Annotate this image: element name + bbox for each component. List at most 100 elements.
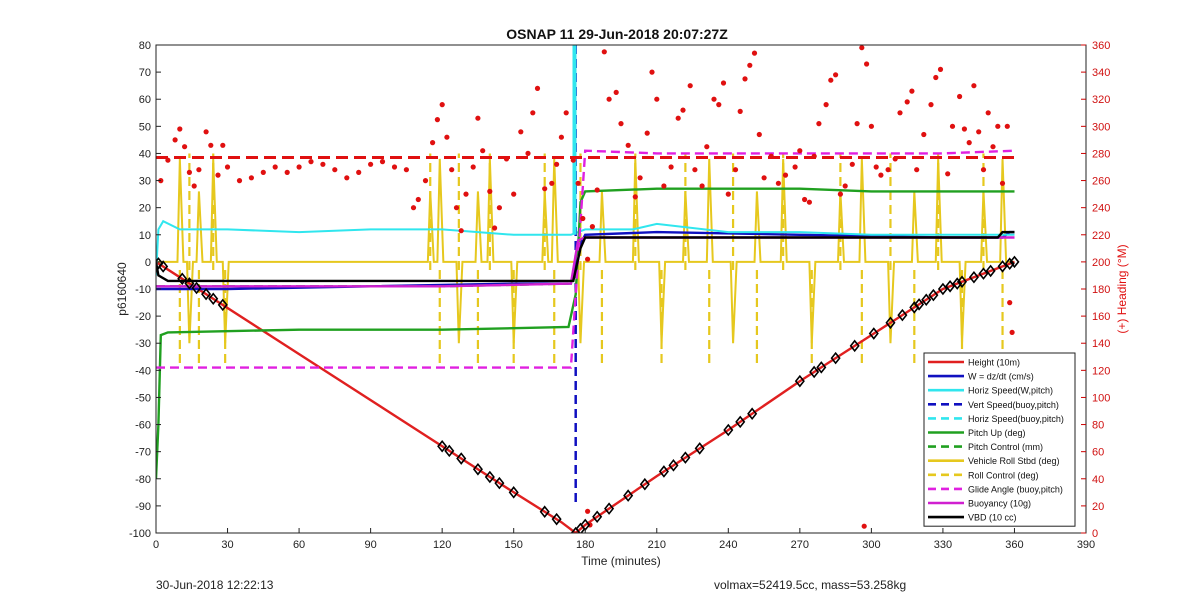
heading-point xyxy=(661,183,667,189)
heading-point xyxy=(575,180,581,186)
heading-point xyxy=(186,169,192,175)
depth-marker xyxy=(508,486,519,499)
heading-point xyxy=(585,508,591,514)
heading-point xyxy=(224,164,231,170)
heading-point xyxy=(182,144,188,150)
legend-label: VBD (10 cc) xyxy=(968,513,1017,523)
heading-point xyxy=(995,123,1001,129)
depth-marker xyxy=(937,282,948,296)
heading-point xyxy=(976,129,982,135)
heading-point xyxy=(296,164,302,170)
depth-marker xyxy=(978,267,989,280)
y2-tick-label: 300 xyxy=(1092,121,1110,133)
depth-marker xyxy=(639,477,650,491)
heading-point xyxy=(837,191,844,197)
heading-point xyxy=(308,159,314,165)
heading-point xyxy=(792,164,798,170)
y-tick-label: -70 xyxy=(135,447,151,459)
legend-label: Horiz Speed(W,pitch) xyxy=(968,386,1053,396)
depth-marker xyxy=(952,277,963,290)
heading-point xyxy=(1009,329,1015,335)
y-tick-label: -100 xyxy=(129,528,151,540)
heading-point xyxy=(196,167,202,173)
y-tick-label: 40 xyxy=(139,148,151,160)
heading-point xyxy=(492,225,498,231)
heading-point xyxy=(971,83,977,89)
y-tick-label: 70 xyxy=(139,67,151,79)
x-tick-label: 90 xyxy=(364,539,376,551)
depth-marker xyxy=(158,260,169,273)
heading-point xyxy=(892,156,898,162)
depth-marker xyxy=(484,470,495,484)
heading-point xyxy=(811,153,817,159)
heading-point xyxy=(580,215,586,222)
heading-point xyxy=(368,161,374,167)
y2-tick-label: 60 xyxy=(1092,447,1104,459)
heading-point xyxy=(637,175,643,181)
chart-title: OSNAP 11 29-Jun-2018 20:07:27Z xyxy=(506,26,728,42)
x-tick-label: 150 xyxy=(505,539,523,551)
heading-point xyxy=(873,164,879,170)
heading-point xyxy=(680,107,686,113)
depth-marker xyxy=(156,257,164,270)
series-line-glide-6 xyxy=(156,149,1015,369)
heading-point xyxy=(434,117,440,123)
heading-point xyxy=(859,45,865,51)
heading-point xyxy=(966,140,972,146)
y-tick-label: 80 xyxy=(139,40,151,52)
heading-point xyxy=(542,186,548,192)
depth-marker xyxy=(816,361,827,374)
heading-point xyxy=(909,88,915,94)
heading-point xyxy=(356,169,362,175)
depth-marker xyxy=(217,298,228,312)
legend-label: Roll Control (deg) xyxy=(968,470,1039,480)
depth-marker xyxy=(1004,257,1015,270)
heading-point xyxy=(654,96,660,102)
x-tick-label: 210 xyxy=(648,539,666,551)
heading-point xyxy=(534,85,541,91)
heading-point xyxy=(782,172,789,178)
heading-point xyxy=(177,126,183,132)
heading-point xyxy=(768,153,774,159)
depth-marker xyxy=(885,316,896,330)
depth-marker xyxy=(592,510,603,524)
depth-marker xyxy=(956,275,968,289)
heading-point xyxy=(885,167,891,173)
heading-point xyxy=(208,142,214,148)
heading-point xyxy=(928,102,934,108)
heading-point xyxy=(379,159,386,165)
heading-point xyxy=(518,129,524,135)
heading-point xyxy=(511,191,517,197)
legend-label: Horiz Speed(buoy,pitch) xyxy=(968,414,1064,424)
heading-point xyxy=(422,178,429,184)
heading-point xyxy=(823,102,829,108)
y-tick-label: 30 xyxy=(139,176,151,188)
heading-point xyxy=(756,131,762,138)
heading-point xyxy=(833,72,839,78)
heading-point xyxy=(737,108,743,114)
y-tick-label: -90 xyxy=(135,501,151,513)
depth-marker xyxy=(968,270,979,284)
x-tick-label: 300 xyxy=(862,539,880,551)
heading-point xyxy=(439,102,445,108)
heading-point xyxy=(668,164,674,170)
heading-point xyxy=(601,49,607,55)
y-tick-label: 50 xyxy=(139,121,151,133)
depth-marker xyxy=(184,277,195,290)
y2-tick-label: 220 xyxy=(1092,230,1110,242)
depth-marker xyxy=(437,439,448,453)
depth-marker xyxy=(444,444,455,458)
heading-point xyxy=(725,191,731,197)
heading-point xyxy=(849,161,855,167)
series-line-horiz-2 xyxy=(156,219,1015,276)
heading-point xyxy=(945,171,951,177)
footer-stats: volmax=52419.5cc, mass=53.258kg xyxy=(714,578,907,592)
y-tick-label: -20 xyxy=(135,311,151,323)
depth-marker xyxy=(658,465,669,478)
heading-point xyxy=(806,199,813,205)
heading-point xyxy=(458,228,464,234)
legend-label: Height (10m) xyxy=(968,358,1020,368)
heading-point xyxy=(921,131,927,138)
heading-point xyxy=(449,167,455,173)
